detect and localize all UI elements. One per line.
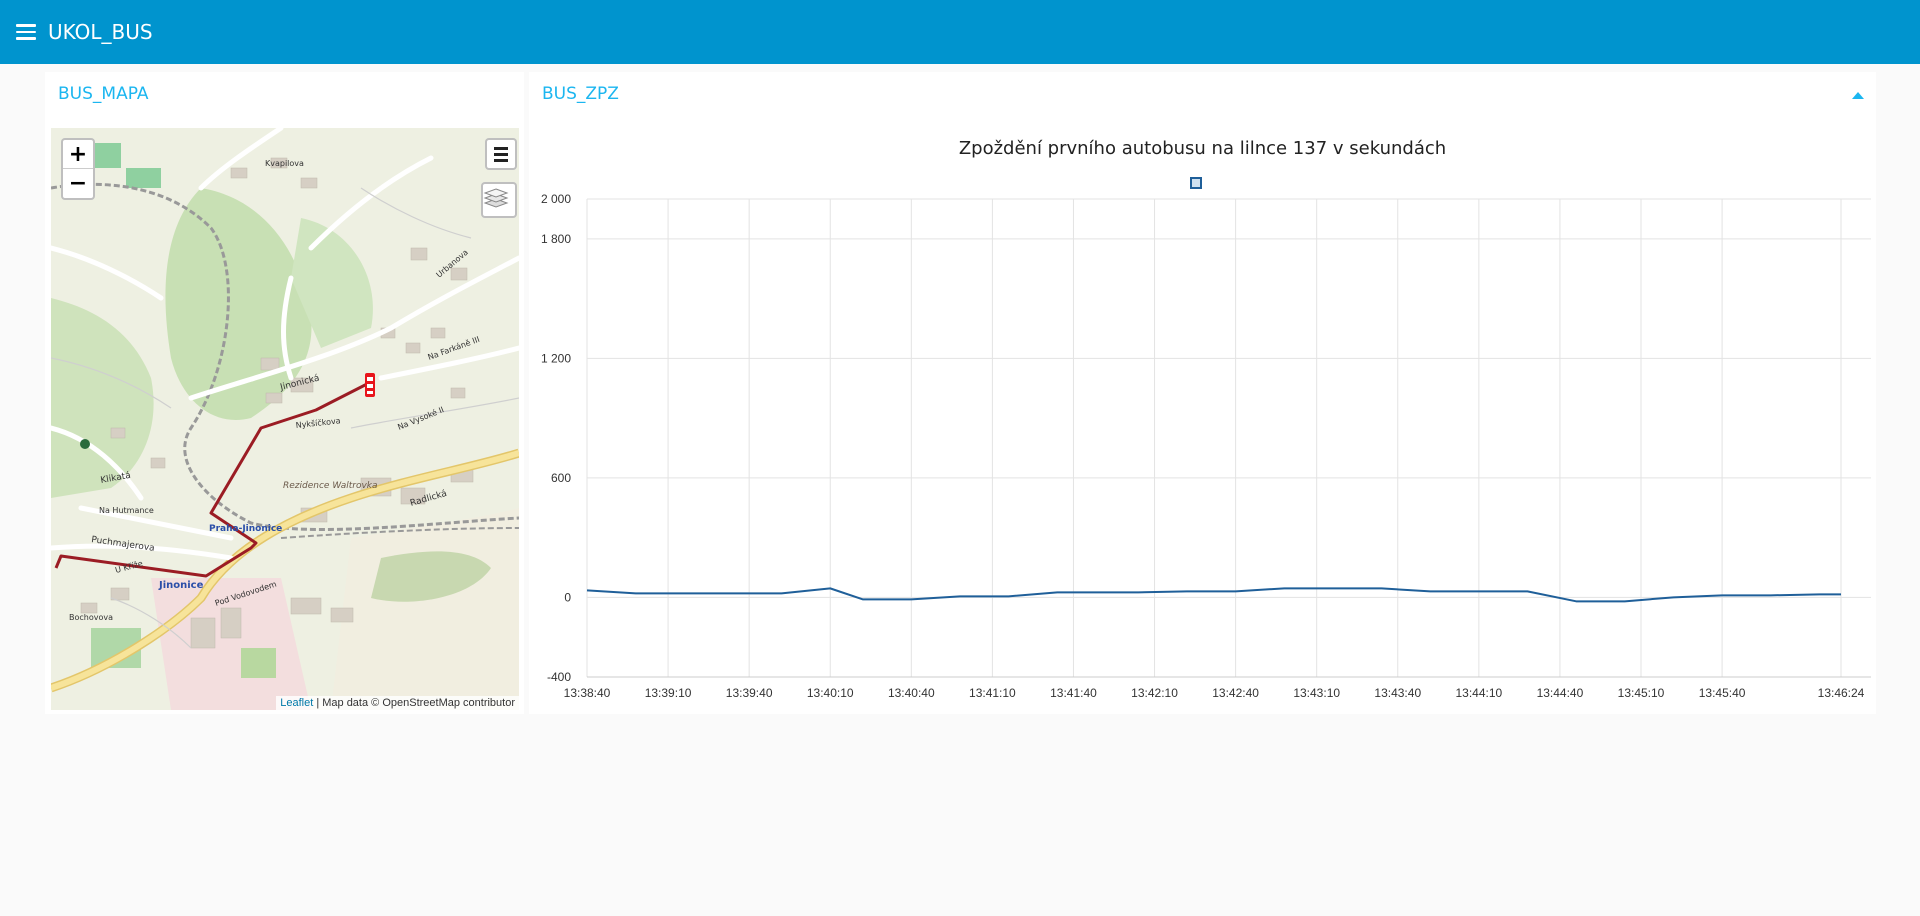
map-view[interactable]: Jinonická Radlická Puchmajerova Praha-Ji… [51,128,519,710]
x-tick-label: 13:42:40 [1212,686,1259,700]
map-label: Jinonice [158,580,204,591]
x-tick-label: 13:45:40 [1699,686,1746,700]
map-menu-button[interactable] [485,138,517,170]
map-attribution: Leaflet | Map data © OpenStreetMap contr… [276,696,519,710]
layers-icon [483,188,509,208]
x-tick-label: 13:45:10 [1618,686,1665,700]
x-tick-label: 13:38:40 [564,686,611,700]
y-tick-label: 600 [551,471,571,485]
y-tick-label: 0 [564,590,571,604]
y-tick-label: 2 000 [541,192,571,206]
map-label: Praha-Jinonice [209,524,282,534]
x-tick-label: 13:40:40 [888,686,935,700]
map-card-title: BUS_MAPA [58,84,149,104]
x-tick-label: 13:46:24 [1818,686,1865,700]
list-icon [494,146,508,162]
map-tiles: Jinonická Radlická Puchmajerova Praha-Ji… [51,128,519,710]
map-card: BUS_MAPA [45,72,524,714]
app-title: UKOL_BUS [48,20,153,44]
app-toolbar: UKOL_BUS [0,0,1920,64]
hamburger-menu-icon[interactable] [16,20,40,44]
layers-button[interactable] [481,182,517,218]
y-tick-label: 1 200 [541,351,571,365]
x-tick-label: 13:43:40 [1374,686,1421,700]
map-label: Kvapilova [265,159,304,168]
x-tick-label: 13:41:10 [969,686,1016,700]
line-chart: -400 0 600 1 200 1 800 2 000 13:38:40 13:39:10 1… [541,192,1871,700]
x-tick-label: 13:41:40 [1050,686,1097,700]
attribution-text: | Map data © OpenStreetMap contributor [313,697,515,709]
y-tick-label: 1 800 [541,232,571,246]
x-tick-label: 13:44:10 [1455,686,1502,700]
x-tick-label: 13:39:10 [645,686,692,700]
zoom-in-button[interactable]: + [63,140,93,169]
map-label: Bochovova [69,613,113,622]
map-label: Na Hutmance [99,506,154,515]
chart-title: Zpoždění prvního autobusu na lilnce 137 … [958,138,1447,159]
x-tick-label: 13:42:10 [1131,686,1178,700]
x-tick-label: 13:43:10 [1293,686,1340,700]
zoom-out-button[interactable]: − [68,171,88,196]
series-line [586,587,1841,603]
x-tick-label: 13:44:40 [1537,686,1584,700]
x-tick-label: 13:39:40 [726,686,773,700]
chart-card: BUS_ZPZ Zpoždění prvního autobusu na lil… [529,72,1876,714]
x-tick-label: 13:40:10 [807,686,854,700]
map-label: Nykšíčkova [295,415,341,430]
chart-card-title: BUS_ZPZ [542,84,619,104]
map-label: Rezidence Waltrovka [283,481,378,491]
leaflet-link[interactable]: Leaflet [280,697,314,709]
zoom-control: + − [61,138,95,200]
chevron-up-icon[interactable] [1852,92,1864,99]
legend-item[interactable] [1190,177,1202,189]
y-tick-label: -400 [547,670,571,684]
